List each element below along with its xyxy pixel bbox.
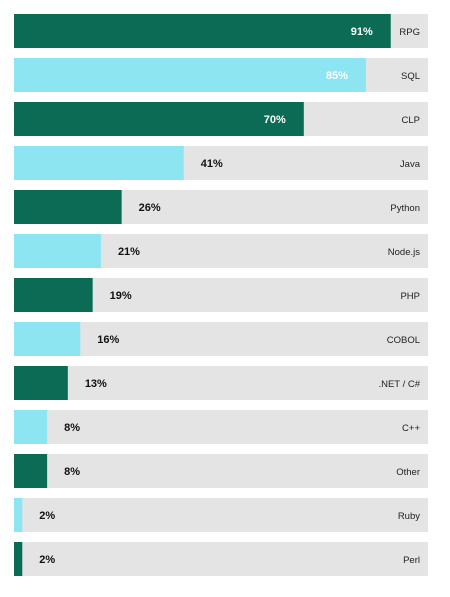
bar-row: 2% Perl [14,542,428,576]
category-label: Python [390,203,420,214]
bar-track [14,366,428,400]
bar-row: 8% Other [14,454,428,488]
category-label: Other [396,467,420,478]
bar-row: 41% Java [14,146,428,180]
bar [14,454,48,488]
bar [14,58,366,92]
bar-track [14,410,428,444]
data-label: 8% [64,422,80,434]
bar-row: 16% COBOL [14,322,428,356]
bar-row: 13% .NET / C# [14,366,428,400]
bar [14,542,23,576]
category-label: COBOL [387,335,420,346]
data-label: 21% [118,246,140,258]
bar [14,234,101,268]
category-label: .NET / C# [378,379,420,390]
bar-row: 2% Ruby [14,498,428,532]
bar-row: 26% Python [14,190,428,224]
bar [14,366,68,400]
bar [14,498,23,532]
category-label: RPG [399,27,420,38]
data-label: 2% [39,510,55,522]
data-label: 70% [264,114,286,126]
data-label: 26% [139,202,161,214]
data-label: 85% [326,70,348,82]
category-label: Perl [403,555,420,566]
category-label: C++ [402,423,420,434]
bar [14,410,48,444]
bar [14,278,93,312]
bar-row: 85% SQL [14,58,428,92]
bar [14,190,122,224]
bar-track [14,542,428,576]
category-label: Node.js [388,247,420,258]
data-label: 8% [64,466,80,478]
bar-row: 70% CLP [14,102,428,136]
data-label: 13% [85,378,107,390]
category-label: CLP [402,115,420,126]
data-label: 19% [110,290,132,302]
bar-track [14,322,428,356]
bar-track [14,498,428,532]
bar-row: 91% RPG [14,14,428,48]
data-label: 16% [97,334,119,346]
bar [14,322,81,356]
category-label: Java [400,159,421,170]
data-label: 2% [39,554,55,566]
bar [14,146,184,180]
bar-track [14,454,428,488]
bar [14,14,391,48]
bar-row: 21% Node.js [14,234,428,268]
category-label: SQL [401,71,420,82]
category-label: PHP [400,291,420,302]
bar-row: 19% PHP [14,278,428,312]
category-label: Ruby [398,511,420,522]
data-label: 91% [351,26,373,38]
bar [14,102,304,136]
data-label: 41% [201,158,223,170]
bar-row: 8% C++ [14,410,428,444]
